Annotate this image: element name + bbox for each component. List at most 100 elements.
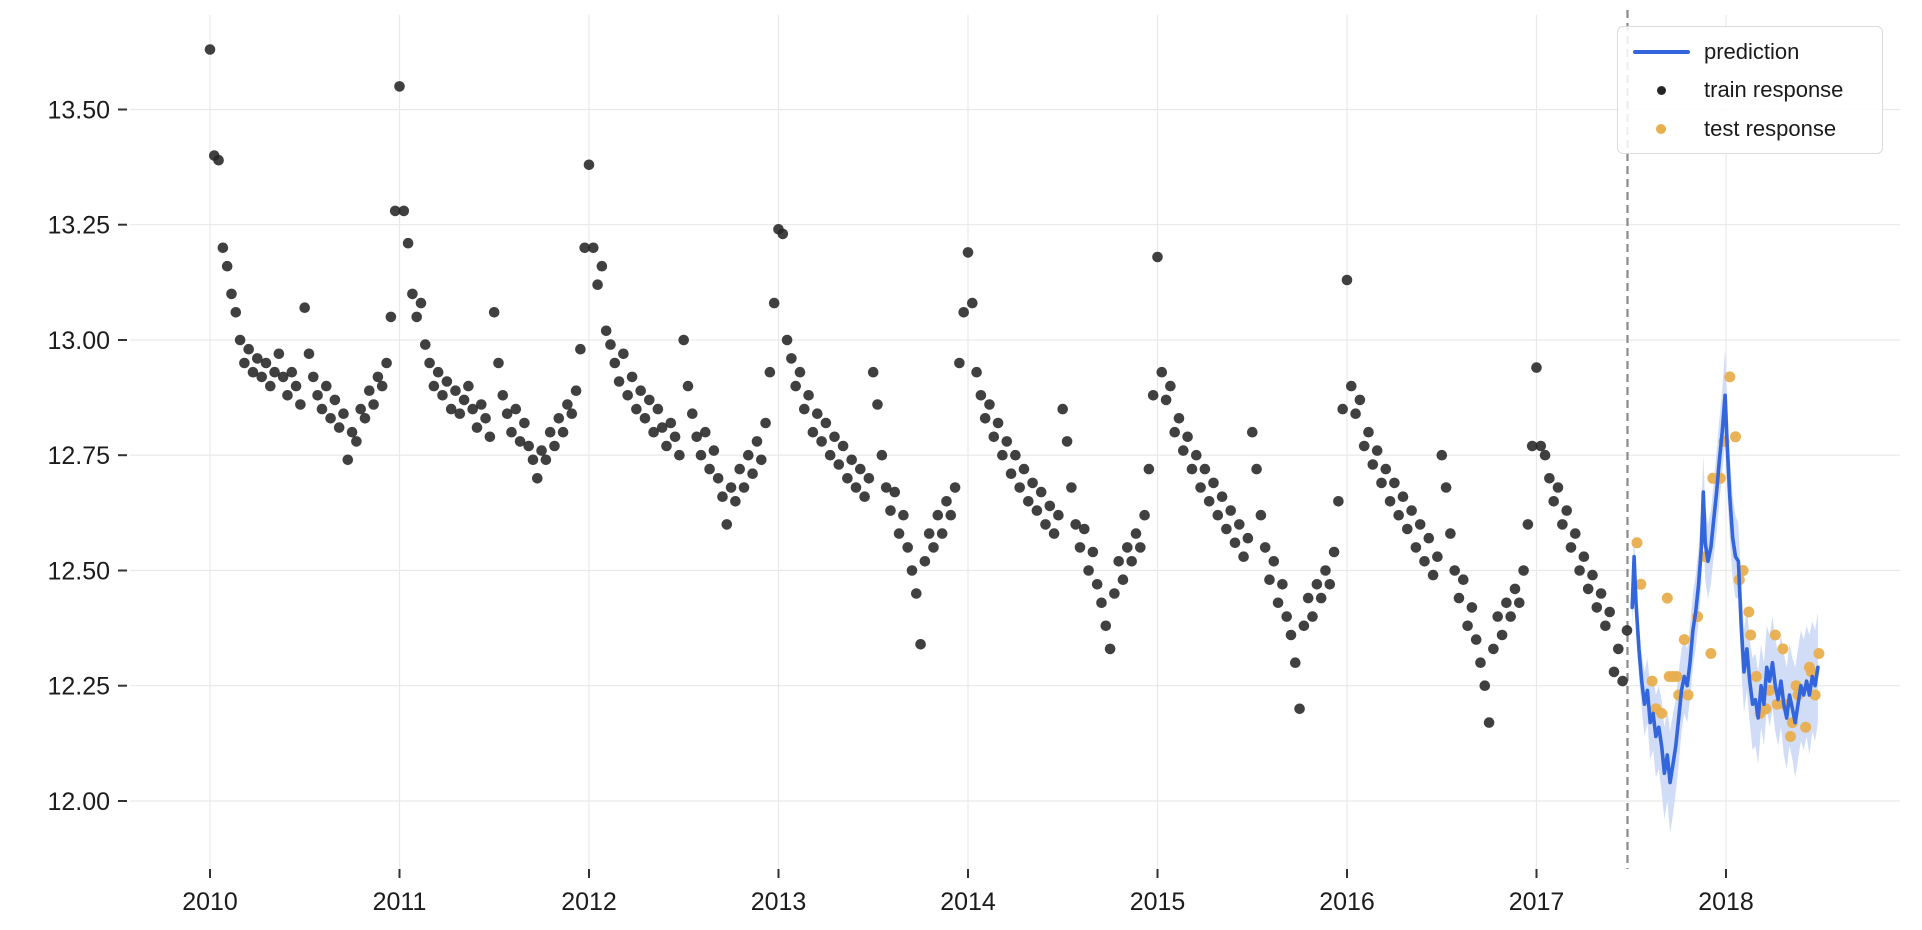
train-point <box>687 408 698 420</box>
train-point <box>1578 551 1590 562</box>
train-point <box>1135 542 1146 553</box>
train-point <box>1225 505 1236 516</box>
train-point <box>1216 491 1228 503</box>
train-point <box>282 390 293 401</box>
train-point <box>1130 528 1142 539</box>
test-point <box>1635 578 1647 590</box>
train-point <box>768 297 780 309</box>
train-point <box>786 353 797 364</box>
test-point <box>1730 431 1741 443</box>
train-point <box>579 242 590 254</box>
train-point <box>454 408 466 420</box>
train-point <box>1221 523 1232 535</box>
train-point <box>256 371 268 383</box>
train-point <box>721 519 733 530</box>
train-point <box>1186 463 1198 475</box>
train-point <box>239 357 250 369</box>
train-point <box>355 403 367 415</box>
train-point <box>411 311 423 323</box>
train-point <box>984 399 995 410</box>
train-point <box>463 380 474 392</box>
train-point <box>1423 532 1435 544</box>
test-point <box>1777 643 1789 655</box>
train-point <box>1117 574 1129 585</box>
train-point <box>618 348 629 360</box>
train-point <box>1178 445 1189 456</box>
train-point <box>1393 509 1404 521</box>
train-point <box>1152 251 1163 263</box>
train-point <box>1320 565 1331 576</box>
train-point <box>415 297 427 309</box>
legend-label-prediction: prediction <box>1704 38 1800 64</box>
train-point <box>1040 519 1051 530</box>
train-point <box>1427 569 1439 581</box>
test-point <box>1656 707 1668 719</box>
train-point <box>1023 496 1034 507</box>
train-point <box>1604 606 1615 618</box>
train-point <box>230 307 242 318</box>
train-point <box>889 486 901 498</box>
train-point <box>312 390 323 401</box>
train-point <box>1122 542 1133 553</box>
train-point <box>428 380 440 392</box>
train-point <box>1234 519 1245 530</box>
train-point <box>1328 546 1340 558</box>
x-tick-label: 2010 <box>182 888 238 916</box>
train-dot-swatch <box>1656 85 1666 95</box>
train-point <box>329 394 341 406</box>
train-point <box>1079 523 1090 535</box>
train-point <box>872 399 883 410</box>
train-point <box>919 556 931 567</box>
train-point <box>1582 583 1594 595</box>
train-point <box>1199 463 1211 475</box>
train-point <box>979 413 991 424</box>
train-point <box>1613 643 1624 655</box>
x-tick-label: 2013 <box>751 888 807 916</box>
train-point <box>1440 482 1452 493</box>
train-point <box>661 440 672 452</box>
train-point <box>1203 496 1215 507</box>
train-point <box>596 260 608 272</box>
train-point <box>794 366 806 378</box>
test-point <box>1760 703 1772 715</box>
train-point <box>1466 602 1478 613</box>
train-point <box>286 366 298 378</box>
train-point <box>906 565 918 576</box>
train-point <box>756 454 767 466</box>
train-point <box>1570 528 1581 539</box>
y-tick-label: 12.00 <box>47 788 110 816</box>
train-point <box>867 366 879 378</box>
test-dot-swatch <box>1656 123 1666 134</box>
train-point <box>652 403 664 415</box>
train-point <box>1419 556 1430 567</box>
train-point <box>631 403 642 415</box>
x-tick-label: 2015 <box>1130 888 1186 916</box>
x-tick-label: 2017 <box>1509 888 1565 916</box>
train-point <box>1561 505 1572 516</box>
train-point <box>1475 657 1486 668</box>
train-point <box>1053 509 1064 521</box>
train-point <box>923 528 935 539</box>
train-point <box>837 440 849 452</box>
train-point <box>1371 445 1383 456</box>
train-point <box>321 380 332 392</box>
test-point <box>1745 629 1757 641</box>
train-point <box>1526 440 1538 452</box>
train-point <box>725 482 737 493</box>
train-point <box>376 380 388 392</box>
y-tick-label: 13.00 <box>47 327 110 355</box>
train-point <box>1445 528 1456 539</box>
train-point <box>911 588 922 599</box>
train-point <box>1402 523 1413 535</box>
train-point <box>575 343 586 355</box>
train-point <box>385 311 397 323</box>
train-point <box>846 454 857 466</box>
train-point <box>1479 680 1491 691</box>
train-point <box>1397 491 1409 503</box>
train-point <box>1354 394 1366 406</box>
train-point <box>325 413 336 424</box>
train-point <box>915 639 926 650</box>
train-point <box>226 288 237 300</box>
train-point <box>1600 620 1611 632</box>
